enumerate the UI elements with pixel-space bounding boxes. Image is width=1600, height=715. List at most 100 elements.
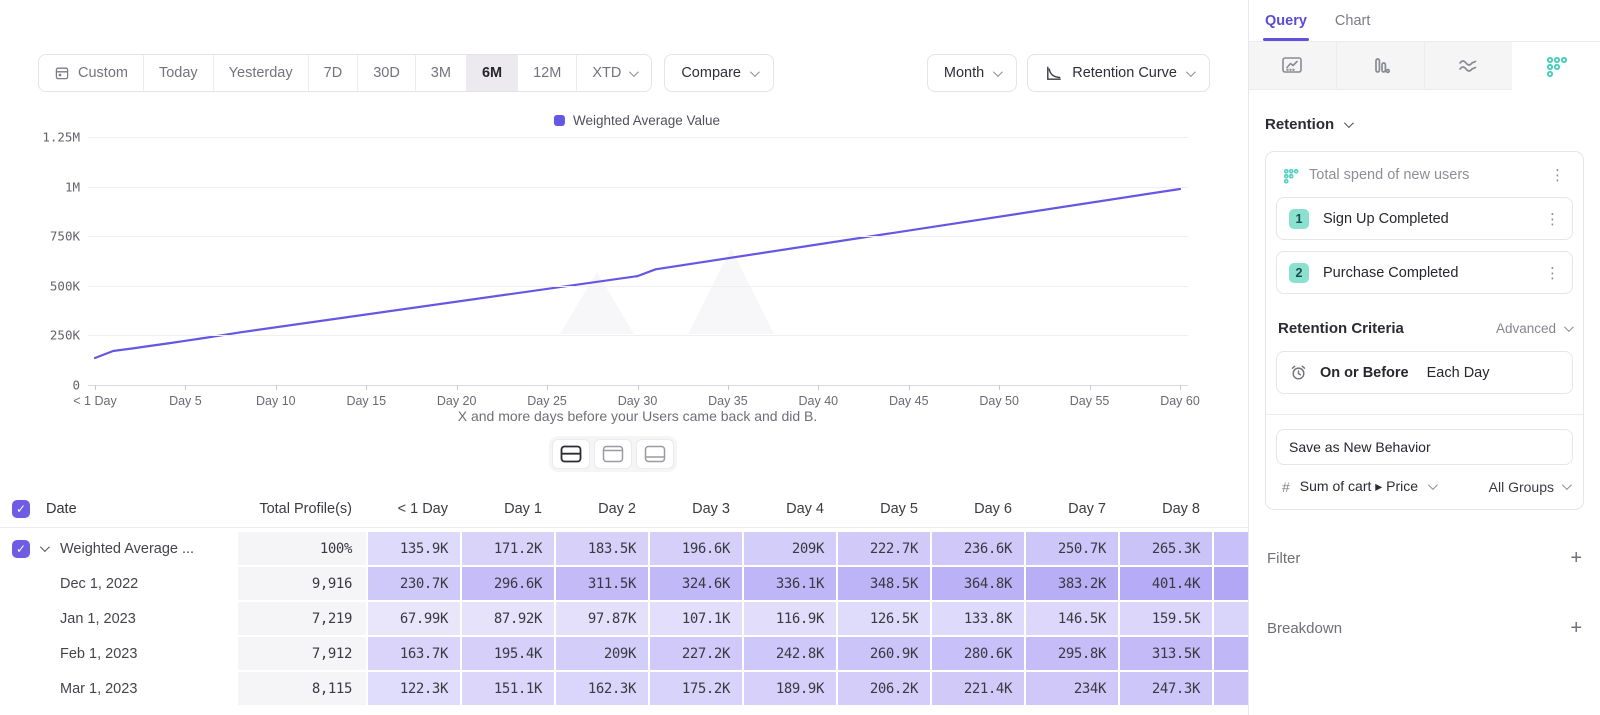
retention-value-cell: 151.1K — [462, 672, 554, 705]
retention-value-cell: 296.6K — [462, 567, 554, 600]
measure-property-dropdown[interactable]: Sum of cart ▸ Price — [1300, 478, 1418, 495]
kebab-menu-icon[interactable]: ⋮ — [1546, 166, 1569, 184]
column-header-day: Day 4 — [744, 490, 836, 527]
row-total-cell: 7,912 — [238, 637, 366, 670]
x-axis-tick-label: Day 5 — [169, 394, 202, 408]
retention-value-cell: 280.6K — [932, 637, 1024, 670]
flows-icon — [1456, 55, 1480, 77]
event-step-2[interactable]: 2 Purchase Completed ⋮ — [1276, 251, 1573, 294]
report-canvas: CustomTodayYesterday7D30D3M6M12MXTD Comp… — [0, 0, 1248, 715]
tab-retention[interactable] — [1512, 42, 1600, 90]
retention-section-label: Retention — [1265, 116, 1334, 133]
save-as-new-behavior-button[interactable]: Save as New Behavior — [1276, 429, 1573, 465]
x-axis-tick — [457, 385, 458, 390]
tab-insights[interactable] — [1249, 42, 1337, 90]
retention-line[interactable] — [95, 189, 1180, 358]
x-axis-tick — [366, 385, 367, 390]
x-axis-tick-label: Day 10 — [256, 394, 296, 408]
split-view-button[interactable] — [552, 439, 590, 469]
retention-section-toggle[interactable]: Retention — [1265, 116, 1584, 133]
clipped-value-cell — [1214, 532, 1248, 565]
tab-flows[interactable] — [1425, 42, 1513, 90]
range-xtd[interactable]: XTD — [577, 55, 651, 91]
range-30d[interactable]: 30D — [358, 55, 416, 91]
criteria-condition-card[interactable]: On or Before Each Day — [1276, 351, 1573, 394]
chevron-down-icon — [1562, 480, 1572, 490]
add-filter-row[interactable]: Filter + — [1265, 548, 1584, 568]
retention-value-cell: 67.99K — [368, 602, 460, 635]
x-axis-tick-label: Day 50 — [979, 394, 1019, 408]
x-axis-tick-label: Day 20 — [437, 394, 477, 408]
criteria-mode-dropdown[interactable]: Advanced — [1496, 321, 1571, 336]
numeric-property-icon: # — [1282, 479, 1290, 495]
y-axis-tick-label: 1.25M — [0, 130, 80, 145]
row-date-cell: ✓Weighted Average ... — [0, 532, 236, 565]
table-header-row: ✓DateTotal Profile(s)< 1 DayDay 1Day 2Da… — [0, 490, 1248, 528]
retention-value-cell: 222.7K — [838, 532, 930, 565]
panel-tabs: Query Chart — [1249, 0, 1600, 42]
table-row: Jan 1, 20237,21967.99K87.92K97.87K107.1K… — [0, 602, 1248, 635]
retention-value-cell: 159.5K — [1120, 602, 1212, 635]
column-header-day: < 1 Day — [368, 490, 460, 527]
retention-curve-icon — [1044, 64, 1063, 83]
table-row: Dec 1, 20229,916230.7K296.6K311.5K324.6K… — [0, 567, 1248, 600]
x-axis-tick-label: Day 60 — [1160, 394, 1200, 408]
range-yesterday[interactable]: Yesterday — [214, 55, 309, 91]
behavior-title: Total spend of new users — [1309, 167, 1536, 183]
tab-chart[interactable]: Chart — [1335, 0, 1370, 41]
retention-value-cell: 189.9K — [744, 672, 836, 705]
chevron-down-icon — [1428, 480, 1438, 490]
retention-value-cell: 336.1K — [744, 567, 836, 600]
step-number-badge: 2 — [1289, 263, 1309, 283]
column-header-day: Day 7 — [1026, 490, 1118, 527]
range-3m[interactable]: 3M — [416, 55, 467, 91]
range-custom[interactable]: Custom — [39, 55, 144, 91]
retention-value-cell: 162.3K — [556, 672, 648, 705]
expand-row-chevron-icon[interactable] — [30, 545, 56, 552]
event-step-1[interactable]: 1 Sign Up Completed ⋮ — [1276, 197, 1573, 240]
query-panel: Query Chart — [1248, 0, 1600, 715]
row-total-cell: 7,219 — [238, 602, 366, 635]
x-axis-tick — [276, 385, 277, 390]
kebab-menu-icon[interactable]: ⋮ — [1541, 264, 1564, 282]
select-all-checkbox[interactable]: ✓ — [12, 500, 30, 518]
range-7d[interactable]: 7D — [309, 55, 359, 91]
retention-value-cell: 122.3K — [368, 672, 460, 705]
table-only-view-button[interactable] — [636, 439, 674, 469]
groups-dropdown[interactable]: All Groups — [1489, 479, 1569, 495]
retention-value-cell: 126.5K — [838, 602, 930, 635]
x-axis-tick — [999, 385, 1000, 390]
range-12m[interactable]: 12M — [518, 55, 577, 91]
column-header-day: Day 5 — [838, 490, 930, 527]
add-breakdown-row[interactable]: Breakdown + — [1265, 618, 1584, 638]
kebab-menu-icon[interactable]: ⋮ — [1541, 210, 1564, 228]
behavior-header[interactable]: Total spend of new users ⋮ — [1276, 164, 1573, 186]
column-header-day: Day 8 — [1120, 490, 1212, 527]
chart-style-button[interactable]: Retention Curve — [1027, 54, 1210, 92]
retention-value-cell: 242.8K — [744, 637, 836, 670]
calendar-icon — [54, 65, 70, 81]
tab-query[interactable]: Query — [1265, 0, 1307, 41]
step-number-badge: 1 — [1289, 209, 1309, 229]
clipped-value-cell — [1214, 672, 1248, 705]
event-name: Purchase Completed — [1323, 265, 1527, 281]
retention-value-cell: 313.5K — [1120, 637, 1212, 670]
criteria-mode-label: Advanced — [1496, 321, 1556, 336]
chart-plot-svg — [0, 105, 1248, 440]
range-today[interactable]: Today — [144, 55, 214, 91]
compare-button[interactable]: Compare — [664, 54, 774, 92]
measure-row: # Sum of cart ▸ Price All Groups — [1276, 478, 1573, 497]
event-name: Sign Up Completed — [1323, 211, 1527, 227]
x-axis-tick-label: Day 40 — [799, 394, 839, 408]
retention-value-cell: 383.2K — [1026, 567, 1118, 600]
x-axis-tick — [638, 385, 639, 390]
range-6m[interactable]: 6M — [467, 55, 518, 91]
retention-value-cell: 227.2K — [650, 637, 742, 670]
save-behavior-label: Save as New Behavior — [1289, 439, 1431, 455]
plus-icon: + — [1570, 618, 1582, 638]
tab-funnels[interactable] — [1337, 42, 1425, 90]
chart-only-view-button[interactable] — [594, 439, 632, 469]
row-checkbox[interactable]: ✓ — [12, 540, 30, 558]
granularity-button[interactable]: Month — [927, 54, 1017, 92]
x-axis-tick-label: Day 55 — [1070, 394, 1110, 408]
